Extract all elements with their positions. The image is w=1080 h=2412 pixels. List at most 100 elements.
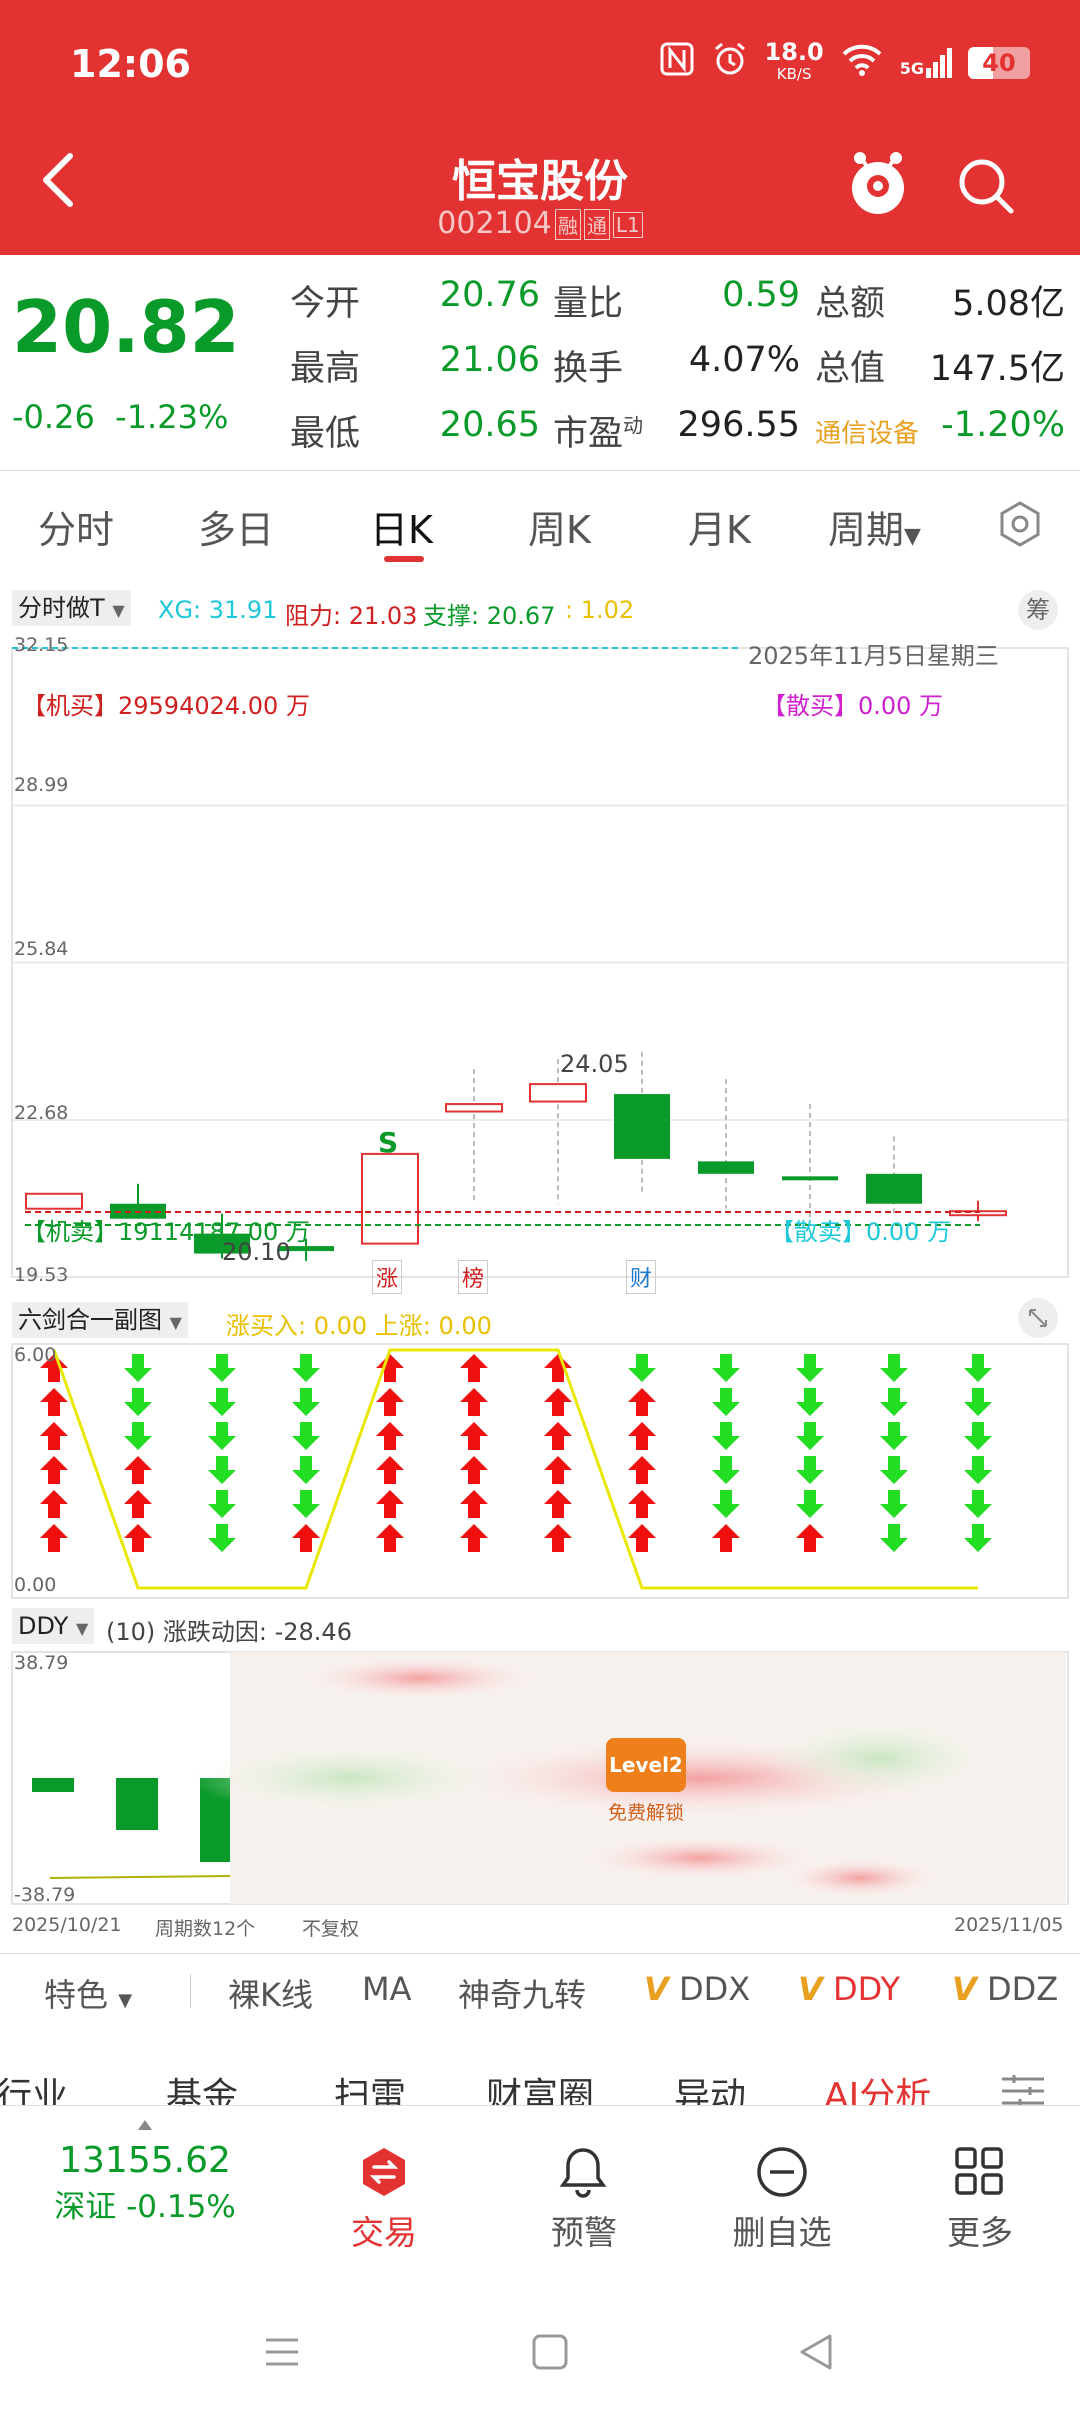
- signal-arrow-2-3: [208, 1456, 236, 1484]
- candlestick-chart[interactable]: [0, 630, 1080, 1290]
- period-count: 周期数12个: [155, 1918, 256, 1940]
- indicator-ma[interactable]: MA: [362, 1970, 412, 2008]
- amount-label: 总额: [815, 284, 886, 324]
- indicator-naked-k[interactable]: 裸K线: [228, 1976, 313, 2014]
- tab-monthly-k[interactable]: 月K: [688, 508, 751, 552]
- signal-arrow-8-0: [712, 1354, 740, 1382]
- search-button[interactable]: [956, 156, 1016, 220]
- nav-trade[interactable]: 交易: [351, 2213, 417, 2252]
- index-ticker[interactable]: 13155.62 深证 -0.15%: [0, 2120, 290, 2226]
- signal-arrow-2-1: [208, 1388, 236, 1416]
- six-sword-chart: [11, 1343, 1069, 1599]
- caret-down-icon: ▼: [904, 524, 921, 549]
- chart-mode-select[interactable]: 分时做T ▼: [12, 590, 131, 626]
- signal-arrow-9-1: [796, 1388, 824, 1416]
- candle-body-10: [866, 1173, 922, 1204]
- low-marker: 20.10: [222, 1238, 291, 1266]
- caret-down-icon: ▼: [169, 1313, 182, 1332]
- caret-down-icon: ▼: [118, 1990, 133, 2011]
- industry-label[interactable]: 通信设备: [815, 419, 920, 449]
- signal-arrow-11-4: [964, 1490, 992, 1518]
- mascot-button[interactable]: [848, 150, 908, 224]
- signal-arrow-11-0: [964, 1354, 992, 1382]
- feature-fund[interactable]: 基金: [166, 2076, 239, 2105]
- signal-arrow-9-3: [796, 1456, 824, 1484]
- event-tag-limit-up[interactable]: 涨: [372, 1260, 403, 1294]
- candle-body-0: [25, 1192, 83, 1210]
- candle-body-7: [614, 1094, 670, 1159]
- feature-menu-button[interactable]: [1000, 2073, 1046, 2105]
- feature-anomaly[interactable]: 异动: [674, 2076, 747, 2105]
- alarm-icon: [711, 40, 749, 85]
- event-tag-finance[interactable]: 财: [626, 1260, 657, 1294]
- candle-6: [529, 1059, 587, 1204]
- signal-arrow-0-2: [40, 1422, 68, 1450]
- tab-period[interactable]: 周期▼: [828, 499, 921, 554]
- support-value: 支撑: 20.67: [423, 602, 556, 630]
- ddy-y-bottom: -38.79: [14, 1884, 76, 1906]
- back-triangle-icon: [800, 2334, 832, 2370]
- nav-remove-watchlist[interactable]: 删自选: [732, 2213, 832, 2252]
- tab-multiday[interactable]: 多日: [198, 508, 275, 552]
- feature-ai-analysis[interactable]: AI分析: [824, 2076, 932, 2105]
- feature-scan[interactable]: 扫雷: [334, 2076, 407, 2105]
- signal-arrow-3-1: [292, 1388, 320, 1416]
- sub-chart-info: 涨买入: 0.00 上涨: 0.00: [226, 1312, 492, 1340]
- settings-button[interactable]: [995, 499, 1045, 553]
- signal-icon: 5G: [900, 47, 952, 78]
- level2-badge[interactable]: Level2: [606, 1738, 686, 1792]
- nav-more[interactable]: 更多: [947, 2213, 1013, 2252]
- sub-chart-select[interactable]: 六剑合一副图 ▼: [12, 1302, 188, 1338]
- stock-name: 恒宝股份: [452, 156, 628, 207]
- signal-arrow-5-0: [460, 1354, 488, 1382]
- pe-label-text: 市盈: [553, 414, 624, 454]
- indicator-ddx[interactable]: V DDX: [644, 1970, 750, 2008]
- price-change: -0.26 -1.23%: [12, 398, 228, 436]
- tab-daily-k[interactable]: 日K: [370, 508, 433, 552]
- home-square-icon: [532, 2334, 568, 2370]
- sell-signal-marker: S: [378, 1126, 399, 1159]
- ddy-select[interactable]: DDY ▼: [12, 1608, 95, 1644]
- signal-arrow-6-5: [544, 1524, 572, 1552]
- feature-select[interactable]: 特色 ▼: [44, 1970, 132, 2016]
- unlock-link[interactable]: 免费解锁: [607, 1802, 684, 1824]
- market-cap-label: 总值: [815, 349, 886, 389]
- signal-arrow-4-5: [376, 1524, 404, 1552]
- recent-apps-button[interactable]: [262, 2332, 302, 2376]
- signal-arrow-0-0: [40, 1354, 68, 1382]
- feature-wealth-circle[interactable]: 财富圈: [486, 2076, 595, 2105]
- expand-button[interactable]: [1018, 1298, 1058, 1338]
- signal-arrow-9-4: [796, 1490, 824, 1518]
- candle-5: [445, 1069, 503, 1204]
- industry-change: -1.20%: [941, 405, 1065, 445]
- nav-alert[interactable]: 预警: [551, 2213, 617, 2252]
- candle-4: [361, 1152, 419, 1245]
- event-tag-ranking[interactable]: 榜: [458, 1260, 489, 1294]
- signal-arrow-7-2: [628, 1422, 656, 1450]
- chip-button[interactable]: 筹: [1018, 590, 1058, 630]
- signal-arrow-8-4: [712, 1490, 740, 1518]
- status-icons: 18.0 KB/S 5G 40: [659, 40, 1030, 85]
- signal-arrow-1-3: [124, 1456, 152, 1484]
- feature-industry[interactable]: 行业: [0, 2076, 69, 2105]
- tab-intraday[interactable]: 分时: [38, 508, 115, 552]
- pe-label-sup: 动: [623, 413, 644, 438]
- signal-arrow-11-1: [964, 1388, 992, 1416]
- candle-body-6: [529, 1083, 587, 1103]
- back-button[interactable]: [38, 150, 78, 210]
- indicator-ddy[interactable]: V DDY: [798, 1970, 900, 2008]
- signal-arrow-6-4: [544, 1490, 572, 1518]
- v-mark: V: [644, 1970, 669, 2008]
- system-back-button[interactable]: [796, 2332, 836, 2376]
- signal-arrow-4-4: [376, 1490, 404, 1518]
- home-button[interactable]: [530, 2332, 570, 2376]
- signal-arrow-2-0: [208, 1354, 236, 1382]
- indicator-ddz[interactable]: V DDZ: [952, 1970, 1058, 2008]
- ddy-title: DDY: [18, 1612, 69, 1640]
- indicator-bar: 特色 ▼ 裸K线 MA 神奇九转 V DDX V DDY V DDZ: [0, 1953, 1080, 2024]
- high-label: 最高: [290, 349, 361, 389]
- sliders-icon: [1002, 2075, 1044, 2105]
- tab-weekly-k[interactable]: 周K: [528, 508, 591, 552]
- candle-body-4: [361, 1152, 419, 1245]
- indicator-magic-nine[interactable]: 神奇九转: [458, 1976, 587, 2014]
